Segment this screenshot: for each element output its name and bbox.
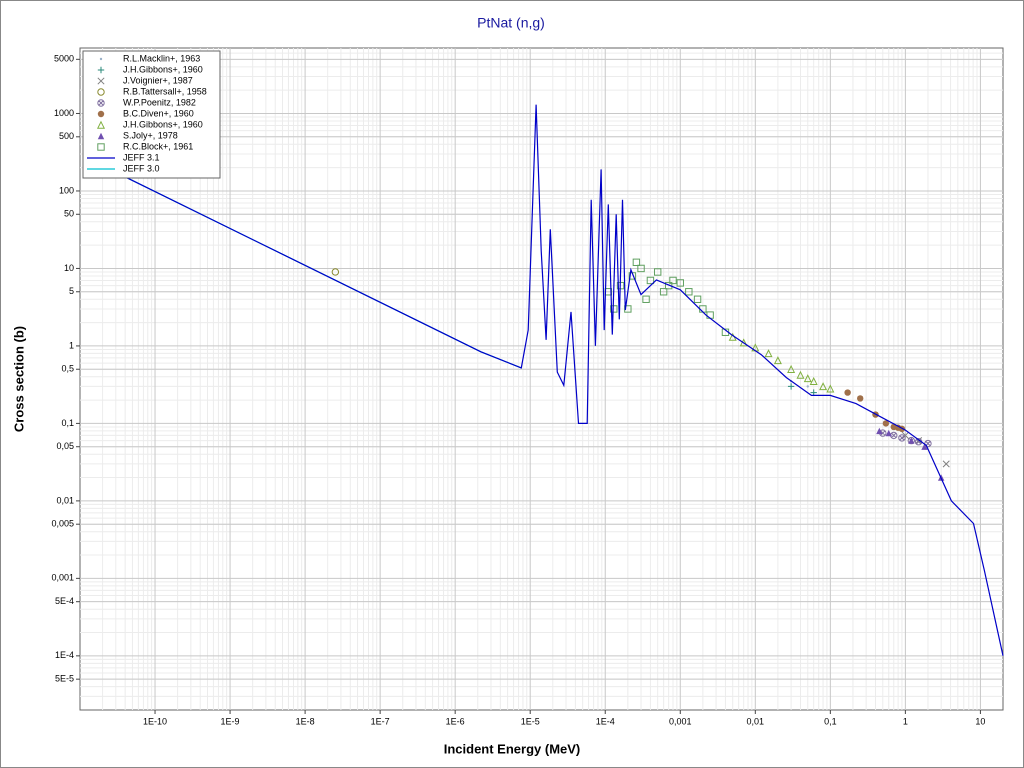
point [901,431,909,439]
point [624,305,632,313]
point [659,288,668,296]
y-tick-label: 5E-4 [55,596,74,606]
x-tick-label: 1 [903,716,908,726]
line-series [109,104,1004,656]
point [796,370,805,379]
y-axis-label: Cross section (b) [11,326,26,432]
x-tick-label: 1E-6 [446,716,465,726]
point [773,356,782,365]
point [810,389,817,396]
point [739,338,748,347]
point [664,281,673,290]
y-tick-label: 0,1 [61,418,74,428]
legend-swatch [97,143,105,151]
legend-label: J.H.Gibbons+, 1960 [123,64,203,74]
y-tick-label: 10 [64,263,74,273]
point [646,276,655,285]
legend-label: R.B.Tattersall+, 1958 [123,86,207,96]
legend-swatch [97,110,105,118]
x-tick-label: 1E-4 [596,716,615,726]
legend-swatch [96,120,106,129]
point [331,268,340,276]
y-tick-label: 50 [64,209,74,219]
x-axis-label: Incident Energy (MeV) [444,741,581,756]
legend-swatch [97,88,105,96]
y-tick-label: 5000 [54,54,74,64]
legend-label: JEFF 3.0 [123,163,160,173]
point [642,295,650,303]
plot-area [79,47,1004,711]
legend-swatch [97,66,105,74]
x-tick-label: 0,001 [669,716,692,726]
point [632,258,641,267]
point [844,389,851,396]
x-tick-label: 1E-5 [521,716,540,726]
y-tick-label: 100 [59,185,74,195]
legend-box [82,50,221,179]
point [685,288,693,296]
y-tick-label: 1E-4 [55,650,74,660]
point [908,437,915,444]
legend-label: JEFF 3.1 [123,152,160,162]
point [921,443,928,450]
point [942,460,950,468]
y-tick-label: 5E-5 [55,674,74,684]
point [669,276,677,285]
point [819,382,828,391]
y-tick-label: 0,05 [56,441,74,451]
point [676,279,684,287]
x-tick-label: 1E-8 [296,716,315,726]
y-tick-label: 0,5 [61,364,74,374]
legend-swatch [99,57,103,61]
x-tick-label: 1E-7 [371,716,390,726]
y-tick-label: 500 [59,131,74,141]
legend-label: J.H.Gibbons+, 1960 [123,119,203,129]
y-tick-label: 1000 [54,108,74,118]
y-tick-label: 5 [69,286,74,296]
point [653,268,662,276]
point [637,264,645,273]
legend-label: B.C.Diven+, 1960 [123,108,194,118]
point [826,384,835,393]
point [879,429,887,437]
legend-label: R.L.Macklin+, 1963 [123,53,200,63]
x-tick-label: 1E-9 [221,716,240,726]
point [806,385,809,388]
point [809,376,818,385]
legend-swatch [97,99,105,107]
legend-label: W.P.Poenitz, 1982 [123,97,196,107]
point [898,434,906,442]
point [885,429,892,437]
x-tick-label: 0,1 [824,716,837,726]
point [890,431,898,440]
x-tick-label: 10 [975,716,985,726]
y-tick-label: 1 [69,340,74,350]
y-tick-label: 0,005 [51,519,74,529]
point [882,420,890,427]
point [693,295,702,303]
point [876,427,883,435]
point [857,395,864,402]
legend-label: S.Joly+, 1978 [123,130,178,140]
x-tick-label: 0,01 [747,716,765,726]
x-tick-label: 1E-10 [143,716,167,726]
legend-label: R.C.Block+, 1961 [123,141,193,151]
chart-title: PtNat (n,g) [477,15,545,31]
legend-swatch [97,132,105,140]
point [764,349,773,358]
point [803,374,812,383]
point [787,364,796,373]
y-tick-label: 0,001 [51,573,74,583]
y-tick-label: 0,01 [56,495,74,505]
legend-label: J.Voignier+, 1987 [123,75,193,85]
point [787,383,795,390]
legend-swatch [97,77,105,85]
